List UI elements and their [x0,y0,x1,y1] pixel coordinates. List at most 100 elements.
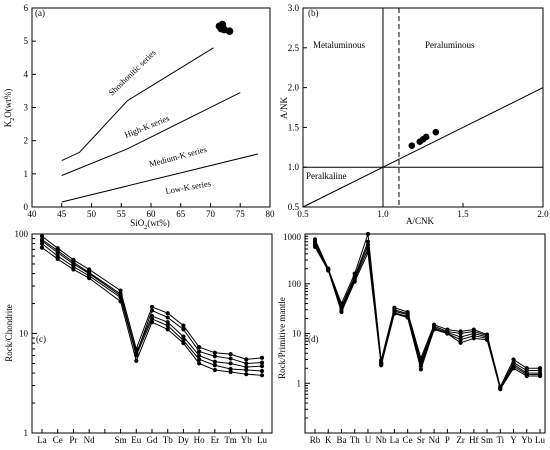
panel-a-y-tick-label: 1 [24,169,29,179]
panel-c-data-point [181,334,186,339]
panel-a-series-boundary-line [61,92,241,176]
panel-c-data-point [244,364,249,370]
panel-c-data-point [197,344,202,350]
panel-b-x-tick-label: 1.5 [457,209,469,219]
panel-a-k2o-vs-sio2: (a) SiO2(wt%) K2O(wt%) Shoshonitic serie… [3,3,275,231]
panel-c-x-tick-label: Ho [194,435,205,445]
panel-d-x-tick-label: La [390,435,400,445]
panel-c-data-point [118,295,123,300]
panel-c-data-point [118,288,123,293]
panel-c-data-point [149,304,155,310]
panel-c-data-point [165,323,170,328]
panel-d-x-tick-label: Nb [376,435,387,445]
panel-c-x-tick-label: Sm [115,435,127,445]
panel-c-data-point [228,352,233,357]
panel-c-x-tick-label: Tb [163,435,173,445]
panel-c-x-tick-label: Er [211,435,220,445]
panel-d-series-line [314,241,540,390]
panel-c-y-tick-label: 10 [19,329,29,339]
panel-c-data-point [118,299,123,304]
panel-c-data-point [244,372,249,377]
panel-c-data-point [55,253,60,259]
panel-c-x-tick-label: Nd [84,435,95,445]
panel-c-data-point [165,311,170,316]
panel-c-data-point [134,358,139,364]
panel-c-x-tick-label: La [37,435,47,445]
panel-c-data-point [197,361,202,366]
panel-d-data-point [511,366,516,371]
panel-c-x-tick-label: Eu [131,435,141,445]
panel-c-data-point [228,369,233,375]
peraluminous-region-label: Peraluminous [425,40,475,50]
panel-c-x-tick-label: Tm [224,435,237,445]
panel-c-data-point [149,320,155,325]
panel-b-x-tick-label: 0.5 [297,209,309,219]
panel-d-data-point [484,337,490,342]
panel-d-data-point [365,246,371,252]
panel-a-data-point [217,24,226,33]
panel-c-data-point [181,323,186,328]
panel-c-data-point [228,366,233,372]
panel-b-x-tick-label: 2.0 [537,209,549,219]
panel-d-x-tick-label: Ce [403,435,413,445]
panel-c-data-point [259,368,265,374]
panel-d-x-tick-label: P [445,435,450,445]
panel-c-data-point [212,350,217,355]
panel-c-data-point [244,367,249,373]
panel-d-data-point [365,250,371,255]
panel-d-data-point [379,363,384,368]
panel-c-data-point [165,320,170,325]
panel-d-data-point [537,373,543,379]
panel-b-anK-vs-acnk: (b) A/CNK A/NK Metaluminous Peraluminous… [279,3,549,226]
panel-c-ree-pattern: (c) Rock/Chondrite 1 10 100 La Ce Pr Nd Sm Eu Gd T… [4,229,273,445]
panel-a-x-tick-label: 55 [117,209,127,219]
panel-c-x-tick-label: Yb [241,435,252,445]
panel-b-data-point [408,142,416,150]
panel-c-data-point [228,361,233,366]
panel-d-data-point [458,337,463,342]
low-k-series-label: Low-K series [165,178,212,196]
panel-c-label: (c) [36,334,46,344]
panel-d-data-point [445,331,450,336]
panel-c-data-point [87,267,92,272]
panel-d-data-point [458,331,463,336]
panel-d-series-line [314,246,540,391]
panel-d-data-point [471,336,476,341]
panel-c-data-point [212,359,217,364]
panel-d-x-tick-label: U [365,435,372,445]
panel-d-data-point [405,315,410,320]
panel-d-data-point [498,387,503,392]
panel-d-plot-frame [304,233,546,434]
panel-c-plot-frame [31,233,273,434]
panel-d-data-point [432,327,437,332]
panel-c-data-point [165,327,170,332]
panel-c-series-line [41,243,263,372]
panel-d-series-line [314,244,540,390]
panel-a-y-axis-label: K2O(wt%) [3,89,16,128]
panel-c-data-point [212,354,217,359]
panel-b-y-tick-label: 2.5 [288,43,300,53]
panel-c-y-tick-label: 1 [24,428,29,438]
panel-c-data-point [71,267,76,272]
panel-d-data-point [352,279,357,284]
panel-d-y-tick-label: 1 [297,378,302,388]
panel-c-data-point [259,364,265,369]
panel-c-data-point [181,341,186,346]
panel-a-x-tick-label: 60 [147,209,157,219]
panel-b-y-tick-label: 2.0 [288,83,300,93]
panel-d-label: (d) [308,334,319,344]
panel-d-x-tick-label: Sm [481,435,493,445]
panel-c-data-point [212,367,217,373]
panel-c-data-point [149,313,155,319]
panel-b-y-tick-label: 3.0 [288,3,300,13]
panel-c-data-point [149,316,155,322]
panel-c-series-line [41,240,263,368]
panel-b-data-point [422,133,430,141]
panel-d-spider-diagram: (d) Rock/Primitive mantle 1 10 100 1000 Rb K B… [277,231,546,445]
panel-c-data-point [259,373,265,378]
panel-c-x-tick-label: Ce [53,435,63,445]
panel-d-series-line [314,243,540,390]
panel-a-series-boundary-line [61,153,259,203]
panel-d-data-point [339,309,344,315]
